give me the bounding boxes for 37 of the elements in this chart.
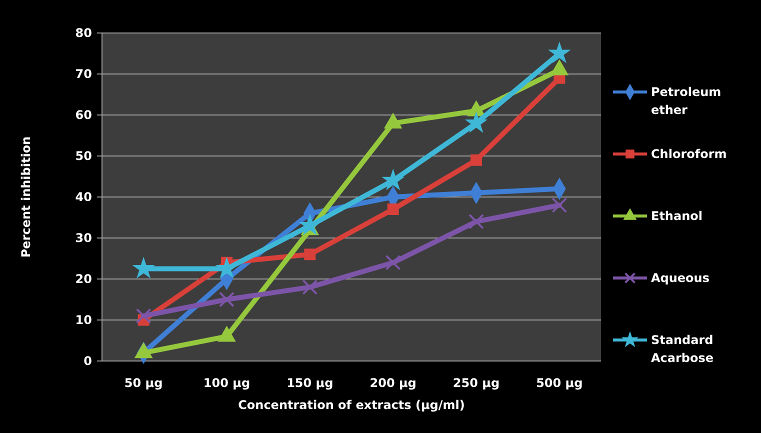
- point: [468, 214, 484, 230]
- x-tick-label: 200 µg: [370, 376, 416, 390]
- point: [302, 279, 318, 295]
- y-tick-label: 70: [75, 67, 92, 82]
- x-tick-label: 250 µg: [452, 376, 500, 390]
- legend-label: Chloroform: [651, 147, 727, 162]
- y-tick-label: 0: [84, 354, 92, 368]
- x-axis-title: Concentration of extracts (µg/ml): [238, 398, 465, 412]
- y-tick-label: 60: [75, 108, 92, 122]
- x-tick-label: 500 µg: [536, 376, 583, 390]
- point: [466, 112, 487, 132]
- point: [219, 292, 234, 308]
- point: [216, 258, 238, 278]
- point: [552, 197, 568, 213]
- legend-label: Aqueous: [651, 271, 710, 286]
- legend-label: Standard Acarbose: [651, 333, 714, 366]
- y-tick-label: 50: [75, 149, 92, 164]
- x-tick-label: 50 µg: [124, 376, 163, 390]
- y-tick-label: 10: [75, 313, 92, 328]
- point: [304, 248, 316, 260]
- y-axis-title: Percent inhibition: [19, 136, 33, 258]
- y-tick-label: 30: [75, 231, 92, 246]
- y-tick-label: 80: [75, 26, 92, 40]
- point: [300, 214, 320, 235]
- point: [133, 258, 154, 278]
- x-tick-label: 150 µg: [286, 376, 334, 390]
- point: [470, 154, 482, 166]
- point: [549, 42, 570, 62]
- point: [387, 204, 399, 216]
- legend-label: Ethanol: [651, 209, 702, 224]
- x-tick-label: 100 µg: [203, 376, 250, 390]
- y-tick-label: 20: [75, 272, 92, 286]
- point: [382, 170, 404, 190]
- y-tick-label: 40: [75, 190, 92, 204]
- point: [385, 254, 401, 270]
- point: [136, 308, 152, 324]
- legend-label: Petroleum ether: [651, 85, 722, 118]
